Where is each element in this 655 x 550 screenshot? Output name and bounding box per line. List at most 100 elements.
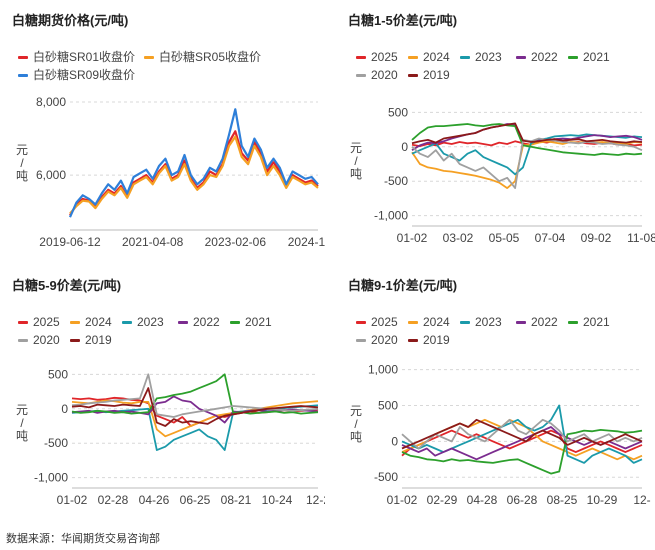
legend-item-spread91-2019[interactable]: 2019 [408,331,450,349]
legend-item-spread91-2025[interactable]: 2025 [356,313,398,331]
legend-item-sr05[interactable]: 白砂糖SR05收盘价 [144,48,261,66]
series-line-白砂糖SR09收盘价 [68,108,319,218]
x-tick-label: 10-24 [262,493,293,507]
legend-item-spread59-2019[interactable]: 2019 [70,331,112,349]
y-axis-label: 吨 [16,169,28,183]
legend-label: 2021 [245,315,272,329]
legend-label: 2025 [371,315,398,329]
legend-item-spread91-2022[interactable]: 2022 [516,313,558,331]
x-tick-label: 04-26 [139,493,170,507]
legend-label: 2024 [423,50,450,64]
legend-item-spread59-2024[interactable]: 2024 [70,313,112,331]
legend-swatch [408,55,418,59]
spread15-chart-plot: -1,000 -500 0 500 元/吨 01-02 03-02 05-05 07-04 09-… [350,105,655,245]
legend-swatch [568,55,578,59]
legend-swatch [18,338,28,342]
legend-item-spread59-2020[interactable]: 2020 [18,331,60,349]
legend-item-spread59-2021[interactable]: 2021 [230,313,272,331]
legend-label-sr01: 白砂糖SR01收盘价 [33,50,136,64]
series-line-白砂糖SR05收盘价 [69,135,319,215]
legend-label: 2023 [475,50,502,64]
series-line-2020 [71,373,319,418]
legend-swatch [516,55,526,59]
y-axis-label: 吨 [350,430,362,444]
x-tick-label: 09-02 [581,231,612,245]
y-tick-label: -500 [384,174,408,188]
legend-swatch [460,320,470,324]
legend-swatch [460,55,470,59]
legend-swatch [356,320,366,324]
legend-label: 2022 [531,315,558,329]
y-tick-label: 500 [48,367,68,381]
y-axis-label: / [20,156,24,170]
legend-label: 2025 [371,50,398,64]
legend-swatch [408,320,418,324]
legend-item-spread15-2019[interactable]: 2019 [408,66,450,84]
price-chart-title: 白糖期货价格(元/吨) [12,13,129,28]
legend-item-spread15-2021[interactable]: 2021 [568,48,610,66]
legend-item-spread91-2020[interactable]: 2020 [356,331,398,349]
x-tick-label: 12- [633,493,650,507]
legend-swatch [230,320,240,324]
y-axis-label: 元 [16,143,28,157]
legend-label: 2019 [423,333,450,347]
x-tick-label: 10-29 [587,493,618,507]
legend-label: 2024 [85,315,112,329]
legend-item-spread59-2022[interactable]: 2022 [178,313,220,331]
y-tick-label: 500 [378,398,398,412]
series-line-2019 [71,387,319,427]
legend-item-spread15-2020[interactable]: 2020 [356,66,398,84]
legend-swatch [18,320,28,324]
legend-swatch [122,320,132,324]
y-axis-label: / [354,154,358,168]
legend-label-sr09: 白砂糖SR09收盘价 [33,68,136,82]
legend-item-spread15-2024[interactable]: 2024 [408,48,450,66]
legend-swatch-sr01 [18,55,28,59]
legend-label: 2019 [423,68,450,82]
legend-label-sr05: 白砂糖SR05收盘价 [159,50,262,64]
y-tick-label: 500 [388,105,408,119]
legend-item-spread15-2023[interactable]: 2023 [460,48,502,66]
spread59-chart-title: 白糖5-9价差(元/吨) [12,278,122,293]
legend-item-spread91-2021[interactable]: 2021 [568,313,610,331]
legend-item-spread59-2023[interactable]: 2023 [122,313,164,331]
series-line-2020 [401,418,643,450]
legend-item-spread15-2025[interactable]: 2025 [356,48,398,66]
y-tick-label: -500 [374,470,398,484]
series-line-2021 [71,373,319,415]
legend-swatch-sr09 [18,73,28,77]
spread15-chart-title: 白糖1-5价差(元/吨) [348,13,458,28]
y-axis-label: 元 [350,404,362,418]
y-axis-label: 吨 [16,429,28,443]
legend-swatch [70,320,80,324]
legend-label: 2022 [193,315,220,329]
x-tick-label: 2024-11-29 [288,235,325,249]
legend-label: 2023 [137,315,164,329]
legend-item-spread59-2025[interactable]: 2025 [18,313,60,331]
legend-label: 2019 [85,333,112,347]
legend-label: 2020 [371,333,398,347]
price-chart-plot: 6,000 8,000 元/吨 2019-06-12 2021-04-08 2023-02… [16,95,325,249]
x-tick-label: 06-25 [180,493,211,507]
legend-item-spread91-2023[interactable]: 2023 [460,313,502,331]
legend-item-spread15-2022[interactable]: 2022 [516,48,558,66]
y-tick-label: 0 [401,140,408,154]
series-line-2019 [401,418,643,450]
spread59-chart-plot: -1,000 -500 0 500 元/吨 01-02 02-28 04-26 06-25 08-… [16,367,325,507]
series-line-2025 [401,429,643,457]
legend-swatch [408,73,418,77]
x-tick-label: 2023-02-06 [205,235,267,249]
legend-item-spread91-2024[interactable]: 2024 [408,313,450,331]
y-axis-label: 元 [350,141,362,155]
legend-label: 2024 [423,315,450,329]
legend-item-sr09[interactable]: 白砂糖SR09收盘价 [18,66,135,84]
legend-swatch [178,320,188,324]
x-tick-label: 2019-06-12 [39,235,101,249]
legend-label: 2025 [33,315,60,329]
legend-swatch [408,338,418,342]
series-line-2023 [401,404,643,464]
legend-swatch [356,73,366,77]
legend-item-sr01[interactable]: 白砂糖SR01收盘价 [18,48,135,66]
y-tick-label: 6,000 [36,168,66,182]
legend-swatch [568,320,578,324]
